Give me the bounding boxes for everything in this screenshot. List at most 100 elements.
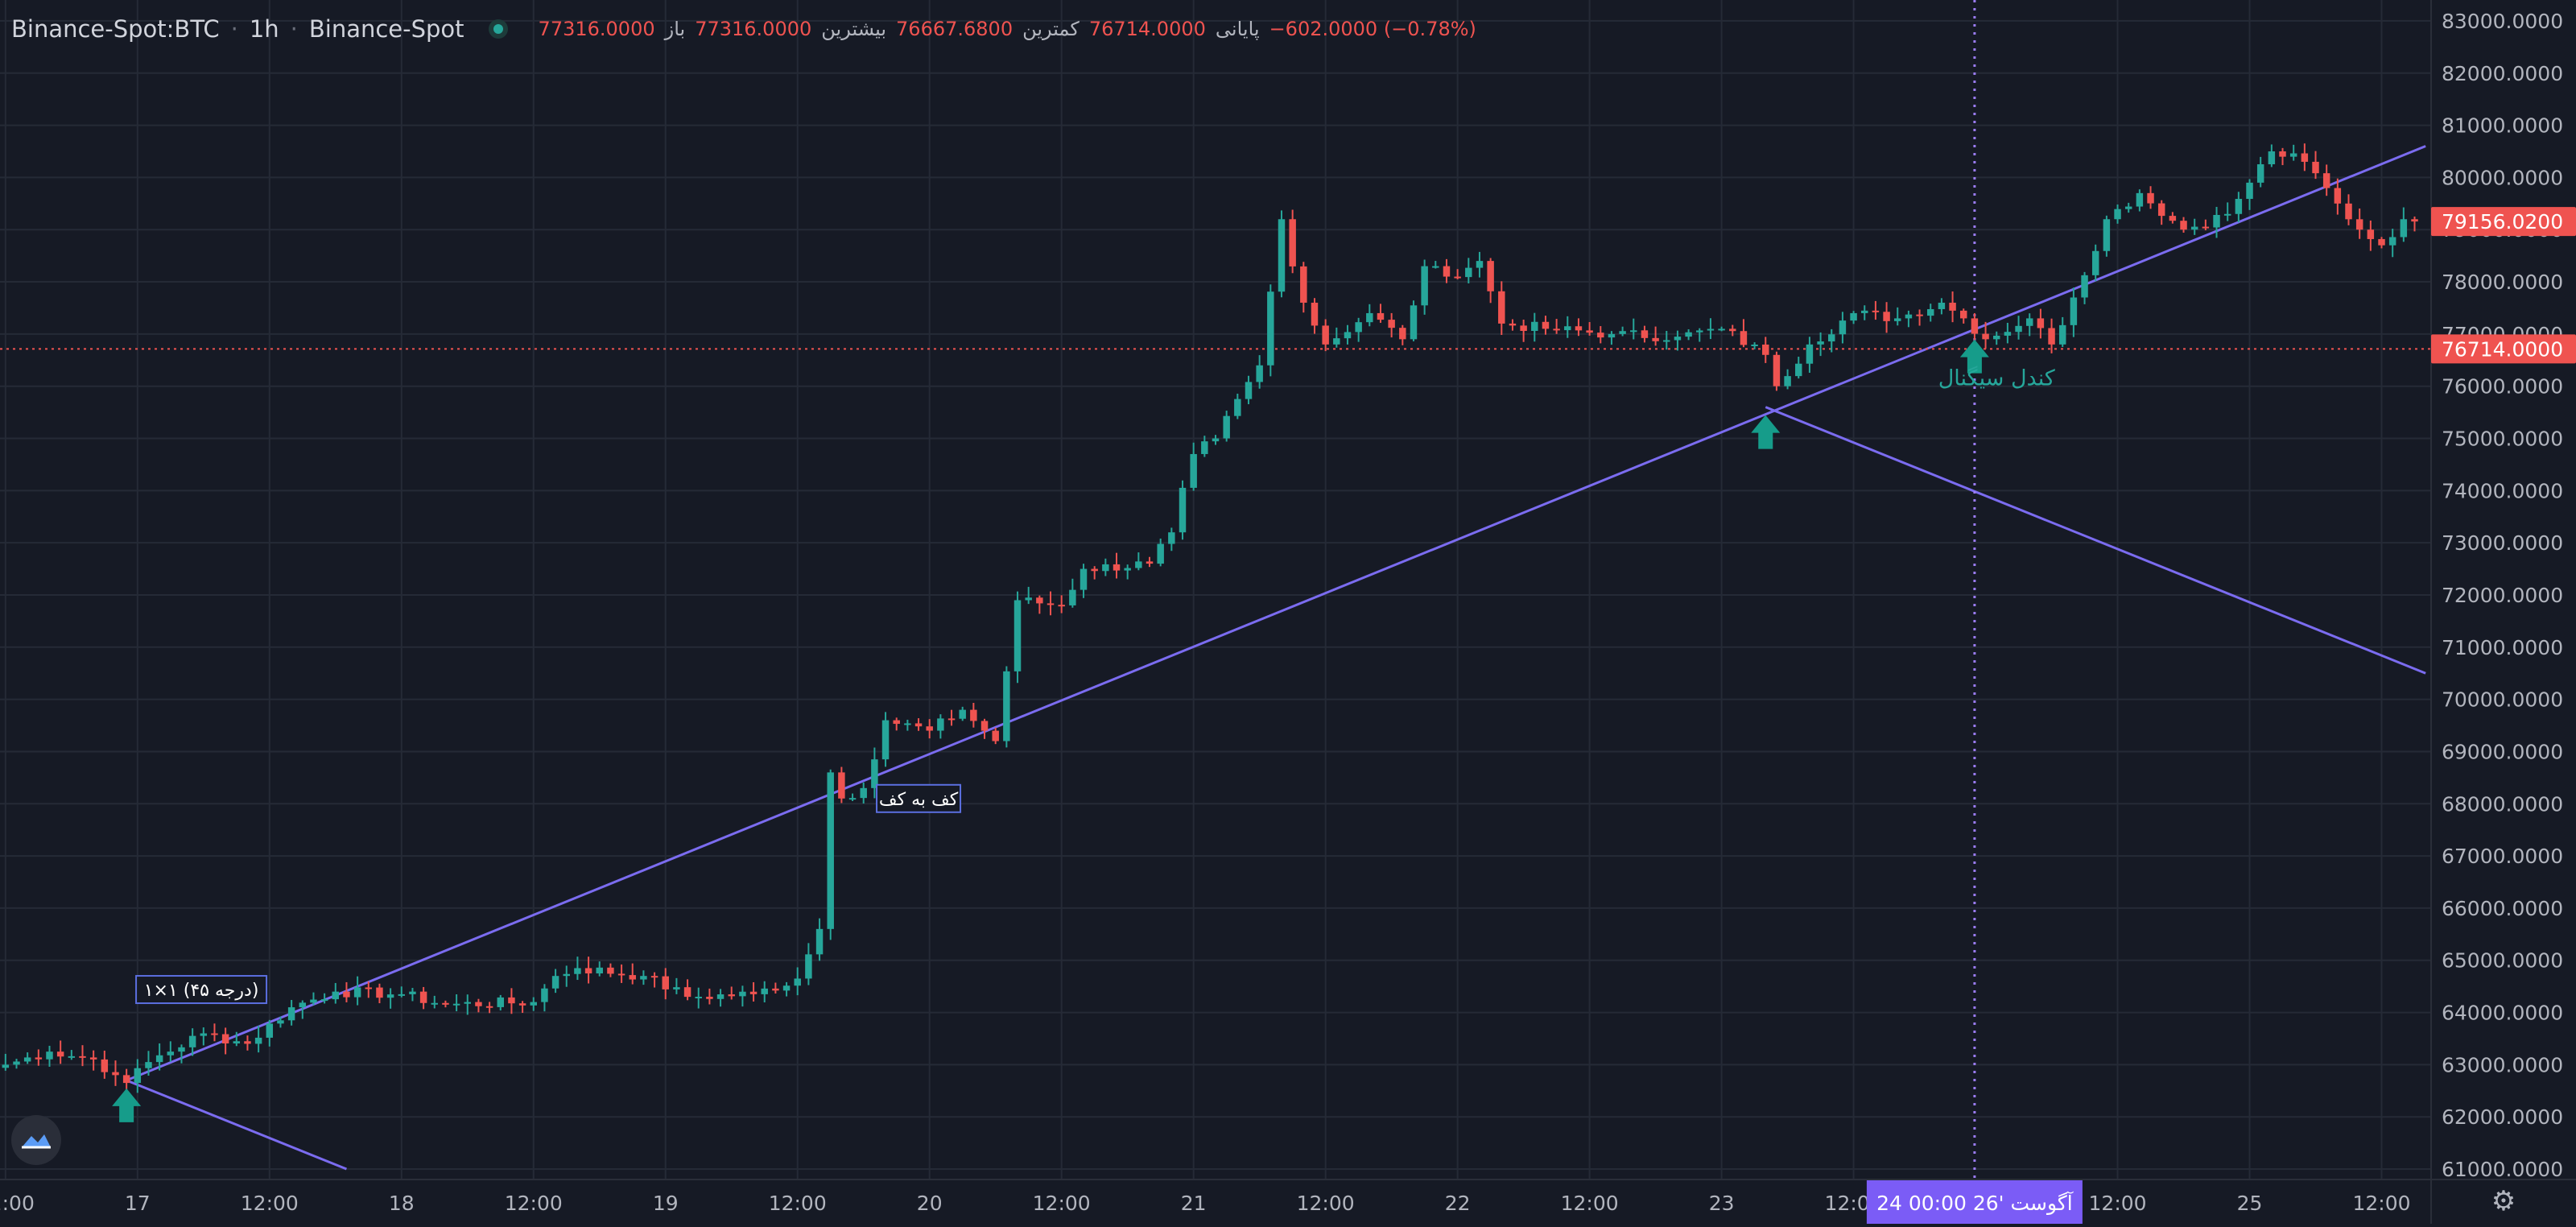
candle-body [221, 1034, 229, 1044]
ohlc-close-label: پایانی [1215, 18, 1260, 40]
candle-body [1465, 267, 1472, 278]
candle-body [112, 1072, 119, 1076]
candle-body [1531, 321, 1538, 331]
candle-body [13, 1061, 20, 1065]
candle-body [1938, 302, 1946, 309]
time-axis[interactable]: 12:00 17 12:00 18 12:00 19 12:00 20 12:00 21 12:00… [0, 1180, 2411, 1224]
candle-body [1652, 337, 1659, 341]
candle-body [1476, 261, 1484, 268]
candle-body [1091, 568, 1098, 572]
candle-body [442, 1002, 449, 1005]
candle-body [1498, 291, 1505, 324]
interval-label[interactable]: 1h [249, 15, 279, 43]
candle-body [1905, 314, 1913, 319]
candle-body [1080, 568, 1088, 590]
candle-body [2091, 250, 2099, 275]
price-tick-label: 62000.0000 [2442, 1105, 2563, 1129]
time-tick-label: 19 [653, 1192, 679, 1215]
candle-body [1641, 330, 1649, 338]
candle-body [1124, 568, 1131, 571]
price-axis[interactable]: 83000.0000 82000.0000 81000.0000 80000.0000… [2431, 10, 2576, 1181]
candle-body [299, 1002, 307, 1008]
candle-body [2355, 219, 2363, 230]
candle-body [1443, 266, 1451, 277]
price-tick-label: 64000.0000 [2442, 1002, 2563, 1025]
candle-body [2202, 226, 2210, 229]
candle-body [551, 976, 559, 989]
candle-body [2103, 219, 2111, 251]
time-tick-label: 12:00 [2352, 1192, 2410, 1215]
candle-body [1069, 589, 1076, 605]
candle-body [2, 1064, 10, 1068]
candle-body [343, 991, 350, 998]
buy-arrow-icon [112, 1088, 142, 1122]
candle-body [1212, 438, 1220, 442]
candle-body [970, 709, 977, 721]
crosshair-time-label: 24 آگوست '26 00:00 [1876, 1191, 2074, 1215]
candle-body [914, 723, 923, 727]
candle-body [1586, 330, 1593, 333]
ohlc-open-value: 77316.0000 [538, 18, 655, 40]
candle-body [475, 1002, 482, 1006]
candle-body [2169, 216, 2177, 221]
candle-body [541, 988, 548, 1002]
candle-body [1344, 332, 1352, 339]
candle-body [254, 1037, 262, 1044]
candle-body [310, 999, 317, 1003]
candle-body [1256, 365, 1263, 382]
candle-body [1828, 334, 1835, 342]
trendline-ascending [126, 145, 2426, 1082]
candle-body [2322, 173, 2330, 188]
candle-body [211, 1033, 218, 1035]
price-tick-label: 72000.0000 [2442, 584, 2563, 607]
price-tick-label: 75000.0000 [2442, 428, 2563, 451]
candle-body [1135, 561, 1142, 568]
candle-body [1245, 382, 1253, 399]
time-tick-label: 22 [1445, 1192, 1471, 1215]
trendline-descending-1 [126, 1079, 348, 1171]
candle-body [1234, 399, 1241, 416]
candle-body [2081, 275, 2088, 298]
candle-body [1223, 415, 1230, 439]
candle-body [68, 1056, 76, 1058]
settings-gear-icon[interactable]: ⚙ [2491, 1185, 2516, 1217]
candle-body [1553, 328, 1560, 331]
candle-body [662, 976, 669, 989]
candle-body [1762, 344, 1769, 355]
candle-body [1102, 564, 1109, 572]
candle-body [1289, 219, 1296, 266]
candle-body [1564, 326, 1571, 331]
price-tick-label: 70000.0000 [2442, 688, 2563, 712]
ohlc-high-value: 77316.0000 [695, 18, 812, 40]
candle-body [2048, 328, 2055, 345]
candle-body [155, 1055, 163, 1063]
candle-body [1971, 318, 1979, 334]
time-tick-label: 17 [125, 1192, 151, 1215]
candle-body [2070, 297, 2078, 325]
candle-body [947, 718, 956, 721]
candle-body [871, 759, 878, 788]
tradingview-logo-icon[interactable] [11, 1115, 61, 1165]
candle-body [596, 967, 603, 974]
time-tick-label: 21 [1181, 1192, 1207, 1215]
candle-body [1959, 310, 1967, 319]
candle-body [1190, 453, 1197, 488]
candle-body [1311, 302, 1319, 326]
candle-body [452, 1003, 460, 1006]
symbol-name[interactable]: Binance-Spot:BTC [11, 15, 220, 43]
current-price-tag: 79156.0200 [2442, 210, 2563, 233]
candle-body [2388, 237, 2396, 246]
candle-body [122, 1075, 130, 1084]
ohlc-values: 77316.0000 باز 77316.0000 بیشترین 76667.… [539, 18, 1476, 40]
annotation-45-degree: ۱×۱ (۴۵ درجه) [135, 975, 268, 1005]
candle-body [926, 726, 933, 731]
candle-body [1608, 333, 1616, 338]
candle-body [1487, 261, 1494, 291]
drawing-lines [0, 0, 2431, 1179]
exchange-label[interactable]: Binance-Spot [308, 15, 464, 43]
candle-body [530, 1002, 537, 1006]
candle-body [2235, 199, 2243, 214]
